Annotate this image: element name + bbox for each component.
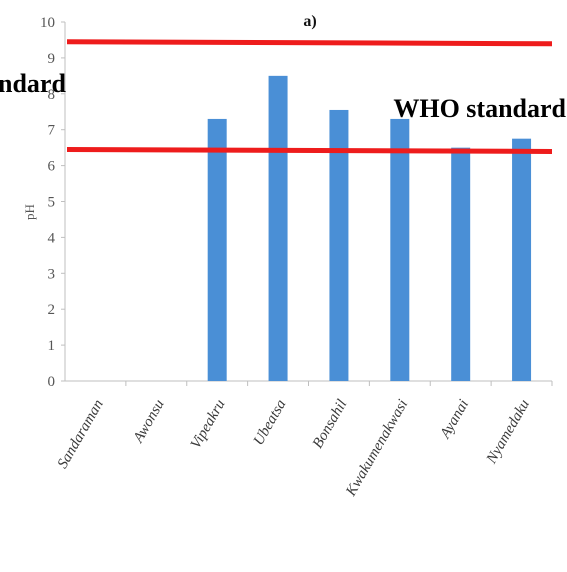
y-tick-label: 5	[48, 195, 56, 211]
y-tick-label: 9	[48, 51, 56, 67]
reference-line-label: ndard	[0, 69, 66, 98]
bar	[390, 118, 410, 382]
y-ticks: 0 1 2 3 4 5 6 7 8 9 10	[40, 15, 65, 390]
bar	[451, 147, 471, 381]
bar	[268, 75, 288, 381]
category-label: Bonsahil	[310, 397, 351, 451]
reference-line	[66, 146, 553, 154]
reference-lines: ndard WHO standard	[0, 39, 567, 154]
bar	[207, 118, 227, 382]
category-label: Vipeakru	[188, 397, 229, 452]
y-tick-label: 2	[48, 302, 56, 318]
y-tick-label: 4	[48, 230, 56, 246]
reference-line	[66, 39, 553, 47]
reference-line-label: WHO standard	[393, 94, 566, 123]
category-label: Awonsu	[130, 397, 168, 446]
y-axis-label: pH	[22, 204, 37, 220]
category-label: Nyamedaku	[483, 397, 533, 467]
category-label: Ayanai	[437, 397, 472, 442]
y-tick-label: 10	[40, 15, 55, 31]
y-tick-label: 8	[48, 87, 56, 103]
chart-title: a)	[303, 13, 316, 30]
category-label: Ubeatsa	[251, 397, 290, 448]
category-label: Kwakumenakwasi	[343, 397, 412, 500]
category-label: Sandaraman	[55, 397, 107, 471]
y-tick-label: 3	[48, 266, 56, 282]
y-tick-label: 7	[48, 123, 56, 139]
y-tick-label: 1	[48, 338, 56, 354]
y-tick-label: 0	[48, 374, 56, 390]
x-labels: Sandaraman Awonsu Vipeakru Ubeatsa BonsahilK…	[55, 381, 553, 500]
bar	[512, 138, 532, 381]
y-tick-label: 6	[48, 159, 56, 175]
bar	[329, 109, 349, 381]
